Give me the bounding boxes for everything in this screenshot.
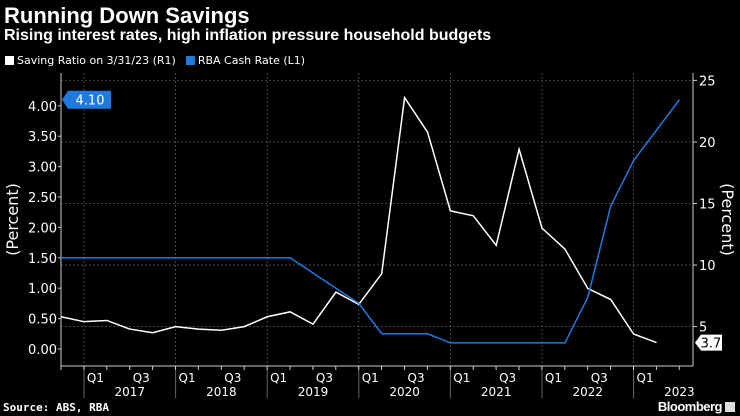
- bloomberg-icon: [725, 402, 735, 412]
- legend-swatch-saving: [5, 56, 14, 65]
- x-quarter-label: Q1: [179, 371, 196, 385]
- x-year-label: 2021: [481, 385, 512, 399]
- legend-item-rba: RBA Cash Rate (L1): [185, 54, 306, 67]
- right-axis-tick-label: 10: [699, 259, 716, 274]
- x-quarter-label: Q1: [270, 371, 287, 385]
- x-quarter-label: Q3: [408, 371, 425, 385]
- brand-logo: Bloomberg: [657, 399, 723, 414]
- left-axis-tick-label: 2.50: [28, 191, 57, 206]
- legend-label-saving: Saving Ratio on 3/31/23 (R1): [17, 54, 176, 67]
- x-quarter-label: Q3: [133, 371, 150, 385]
- right-axis-tick-label: 15: [699, 197, 716, 212]
- legend-swatch-rba: [185, 56, 195, 65]
- x-quarter-label: Q3: [316, 371, 333, 385]
- x-quarter-label: Q1: [637, 371, 654, 385]
- legend-item-saving: Saving Ratio on 3/31/23 (R1): [5, 54, 176, 67]
- last-value-label: 4.10: [76, 94, 105, 109]
- last-value-label: 3.7: [701, 337, 722, 352]
- x-quarter-label: Q1: [545, 371, 562, 385]
- right-axis-label: (Percent): [718, 183, 737, 256]
- x-quarter-label: Q3: [499, 371, 516, 385]
- x-year-label: 2017: [115, 385, 146, 399]
- left-axis-label: (Percent): [3, 183, 22, 256]
- left-axis-tick-label: 1.50: [28, 252, 57, 267]
- right-axis-tick-label: 25: [699, 74, 716, 89]
- legend: Saving Ratio on 3/31/23 (R1) RBA Cash Ra…: [5, 54, 305, 67]
- left-axis-tick-label: 3.00: [28, 161, 57, 176]
- x-quarter-label: Q3: [224, 371, 241, 385]
- series-line-rba-cash-rate: [61, 99, 680, 344]
- chart-subtitle: Rising interest rates, high inflation pr…: [4, 27, 492, 44]
- legend-label-rba: RBA Cash Rate (L1): [197, 54, 306, 67]
- x-quarter-label: Q1: [453, 371, 470, 385]
- left-axis-tick-label: 3.50: [28, 130, 57, 145]
- x-quarter-label: Q1: [87, 371, 104, 385]
- left-axis-tick-label: 0.50: [28, 313, 57, 328]
- left-axis-tick-label: 1.00: [28, 282, 57, 297]
- x-quarter-label: Q1: [362, 371, 379, 385]
- source-note: Source: ABS, RBA: [3, 401, 109, 414]
- x-year-label: 2022: [573, 385, 604, 399]
- last-value-tag: [62, 90, 111, 109]
- x-year-label: 2019: [298, 385, 329, 399]
- right-axis-tick-label: 5: [699, 321, 707, 336]
- left-axis-tick-label: 0.00: [28, 343, 57, 358]
- left-axis-tick-label: 4.00: [28, 100, 57, 115]
- chart-title: Running Down Savings: [4, 3, 250, 28]
- x-year-label: 2020: [389, 385, 420, 399]
- right-axis-tick-label: 20: [699, 136, 716, 151]
- last-value-tag: [695, 334, 722, 351]
- x-quarter-label: Q3: [591, 371, 608, 385]
- left-axis-tick-label: 2.00: [28, 221, 57, 236]
- x-year-label: 2018: [206, 385, 237, 399]
- x-year-label: 2023: [664, 385, 695, 399]
